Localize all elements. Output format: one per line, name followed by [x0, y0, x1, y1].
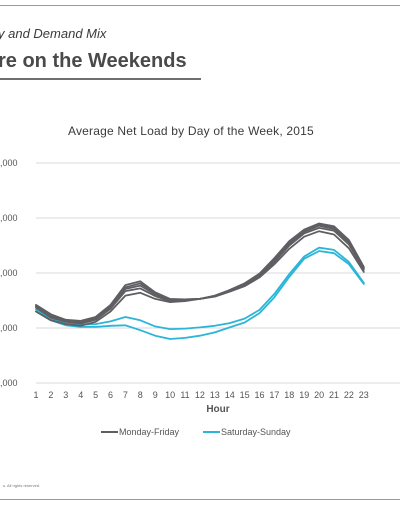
x-tick-label: 11 — [180, 390, 189, 400]
title-underline — [0, 78, 201, 80]
series-line-weekday — [35, 223, 365, 325]
legend: Monday-Friday Saturday-Sunday — [101, 427, 291, 437]
x-tick-label: 23 — [359, 390, 369, 400]
x-tick-label: 10 — [165, 390, 175, 400]
series-line-weekday — [35, 224, 365, 324]
y-tick-label: ,000 — [0, 323, 18, 333]
y-tick-label: ,000 — [0, 213, 18, 223]
y-tick-label: ,000 — [0, 378, 18, 388]
x-tick-label: 14 — [225, 390, 235, 400]
x-tick-label: 18 — [284, 390, 294, 400]
legend-label-weekend: Saturday-Sunday — [221, 427, 291, 437]
gridlines — [36, 162, 400, 384]
x-tick-label: 5 — [93, 390, 98, 400]
y-tick-labels: ,000 ,000 ,000 ,000 ,000 — [0, 158, 18, 388]
x-tick-label: 3 — [63, 390, 68, 400]
x-tick-label: 2 — [48, 390, 53, 400]
x-tick-label: 8 — [138, 390, 143, 400]
series-line-weekend — [35, 246, 365, 331]
y-tick-label: ,000 — [0, 158, 18, 168]
legend-label-weekday: Monday-Friday — [119, 427, 180, 437]
x-tick-label: 7 — [123, 390, 128, 400]
chart-title: Average Net Load by Day of the Week, 201… — [68, 124, 314, 138]
copyright-note: s. All rights reserved. — [3, 483, 41, 488]
x-tick-label: 19 — [299, 390, 309, 400]
series-line-weekday — [35, 226, 365, 323]
x-tick-label: 9 — [153, 390, 158, 400]
x-tick-label: 6 — [108, 390, 113, 400]
x-tick-label: 1 — [33, 390, 38, 400]
series-lines — [35, 222, 365, 340]
x-tick-label: 16 — [254, 390, 264, 400]
x-tick-label: 13 — [210, 390, 220, 400]
slide-title: re on the Weekends — [0, 50, 187, 72]
x-tick-label: 17 — [269, 390, 279, 400]
series-line-weekday — [35, 230, 365, 322]
series-line-weekday — [35, 222, 365, 327]
x-tick-label: 4 — [78, 390, 83, 400]
bottom-rule — [0, 499, 400, 500]
x-tick-labels: 1 2 3 4 5 6 7 8 9 10 11 12 13 14 15 16 17 18 19 20 21 22 23 — [33, 390, 368, 400]
x-tick-label: 12 — [195, 390, 205, 400]
top-rule — [0, 5, 400, 6]
x-tick-label: 20 — [314, 390, 324, 400]
x-tick-label: 21 — [329, 390, 339, 400]
x-tick-label: 22 — [344, 390, 354, 400]
series-line-weekend — [35, 250, 365, 340]
y-tick-label: ,000 — [0, 268, 18, 278]
x-axis-title: Hour — [206, 404, 229, 415]
section-label: y and Demand Mix — [0, 26, 107, 41]
x-tick-label: 15 — [240, 390, 250, 400]
